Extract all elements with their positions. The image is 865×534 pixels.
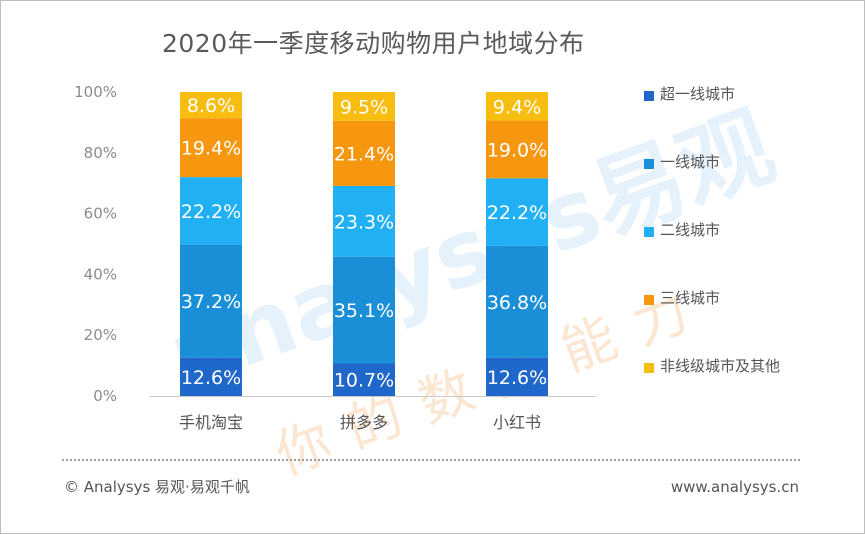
footer-copyright: © Analysys 易观·易观千帆: [64, 478, 250, 496]
legend-swatch: [644, 159, 654, 169]
data-label: 19.4%: [181, 138, 241, 160]
y-tick-label: 80%: [84, 144, 117, 162]
bar-segment: [486, 357, 548, 396]
legend-item: 超一线城市: [644, 85, 785, 107]
data-label: 8.6%: [187, 95, 235, 117]
bar-segment: [180, 118, 242, 178]
x-tick-label: 拼多多: [340, 413, 388, 432]
data-label: 22.2%: [487, 202, 547, 224]
data-label: 36.8%: [487, 292, 547, 314]
bar-segment: [180, 357, 242, 396]
y-tick-label: 40%: [84, 265, 117, 283]
legend-label: 二线城市: [660, 221, 721, 239]
bars: 12.6% 37.2% 22.2% 19.4% 8.6% 10.7% 35.1% 23.3% 2…: [180, 92, 548, 396]
x-tick-label: 手机淘宝: [179, 413, 243, 432]
y-tick-label: 20%: [84, 326, 117, 344]
y-tick-label: 100%: [74, 83, 117, 101]
bar-segment: [486, 92, 548, 121]
legend-item: 三线城市: [644, 289, 785, 311]
data-label: 9.5%: [340, 96, 388, 118]
bar-segment: [180, 244, 242, 358]
data-label: 10.7%: [334, 370, 394, 392]
legend-item: 非线级城市及其他: [644, 357, 785, 379]
bar-segment: [180, 177, 242, 245]
bar-segment: [486, 245, 548, 358]
legend-label: 三线城市: [660, 289, 721, 307]
x-axis: 手机淘宝 拼多多 小红书: [150, 396, 596, 432]
x-tick-label: 小红书: [493, 413, 541, 432]
data-label: 12.6%: [487, 367, 547, 389]
footer-divider: [62, 459, 800, 461]
legend-swatch: [644, 295, 654, 305]
legend-item: 二线城市: [644, 221, 785, 243]
data-label: 35.1%: [334, 300, 394, 322]
y-tick-label: 0%: [93, 387, 117, 405]
bar-segment: [486, 178, 548, 246]
legend-label: 非线级城市及其他: [660, 357, 781, 375]
legend-swatch: [644, 363, 654, 373]
data-label: 22.2%: [181, 201, 241, 223]
chart-title: 2020年一季度移动购物用户地域分布: [162, 29, 585, 58]
legend-swatch: [644, 227, 654, 237]
legend-label: 超一线城市: [660, 85, 736, 103]
data-label: 21.4%: [334, 143, 394, 165]
bar-segment: [333, 92, 395, 121]
legend-item: 一线城市: [644, 153, 785, 175]
data-label: 9.4%: [493, 96, 541, 118]
y-tick-label: 60%: [84, 205, 117, 223]
bar-segment: [333, 120, 395, 186]
data-label: 37.2%: [181, 291, 241, 313]
data-label: 19.0%: [487, 139, 547, 161]
bar-segment: [333, 256, 395, 364]
bar-segment: [486, 120, 548, 179]
bar-segment: [333, 363, 395, 396]
legend-swatch: [644, 91, 654, 101]
footer-website: www.analysys.cn: [670, 478, 799, 496]
data-label: 12.6%: [181, 367, 241, 389]
legend-label: 一线城市: [660, 153, 721, 171]
y-axis: 0% 20% 40% 60% 80% 100%: [74, 83, 117, 405]
bar-segment: [180, 92, 242, 119]
bar-segment: [333, 185, 395, 257]
data-label: 23.3%: [334, 211, 394, 233]
